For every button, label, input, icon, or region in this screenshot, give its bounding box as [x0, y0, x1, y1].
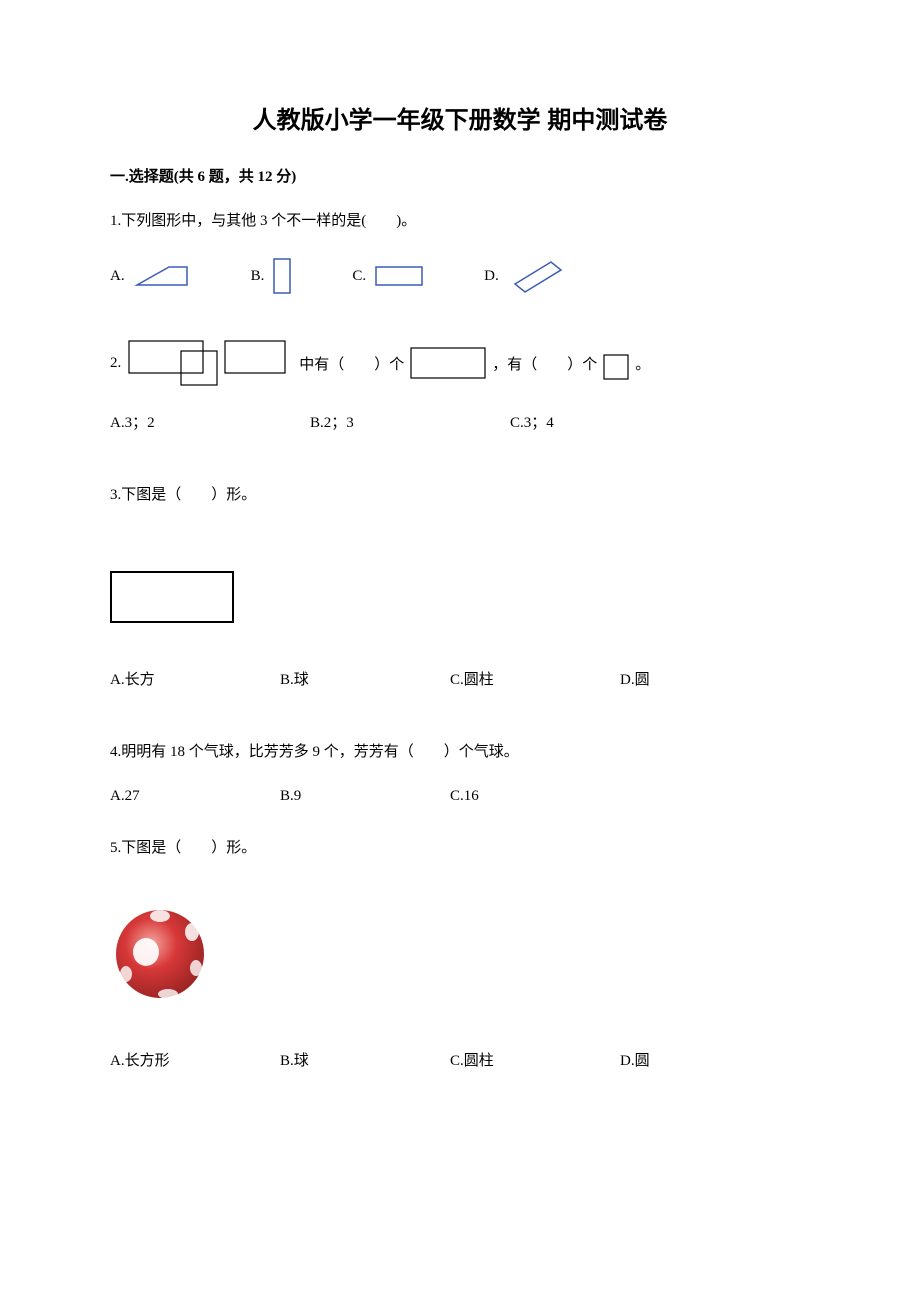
ball-figure [110, 904, 210, 1004]
q4-options: A.27 B.9 C.16 [110, 788, 810, 805]
q1-option-c: C. [352, 265, 424, 287]
q2-option-b: B.2；3 [310, 411, 510, 432]
q1-b-label: B. [251, 268, 265, 285]
trapezoid-icon [133, 263, 191, 289]
q1-a-label: A. [110, 268, 125, 285]
q5-option-b: B.球 [280, 1049, 450, 1070]
tilted-rect-icon [507, 258, 567, 294]
wide-rect-icon [374, 265, 424, 287]
q1-options: A. B. C. D. [110, 257, 810, 295]
q1-option-d: D. [484, 258, 567, 294]
q1-option-b: B. [251, 257, 293, 295]
q4-option-b: B.9 [280, 788, 450, 805]
tall-rect-icon [272, 257, 292, 295]
q2-option-a: A.3；2 [110, 411, 310, 432]
q3-option-a: A.长方 [110, 668, 280, 689]
q2-suffix: 。 [635, 353, 650, 374]
section-header: 一.选择题(共 6 题，共 12 分) [110, 165, 810, 186]
page-title: 人教版小学一年级下册数学 期中测试卷 [110, 100, 810, 135]
q2-mid1: 中有（ ）个 [299, 353, 404, 374]
q3-options: A.长方 B.球 C.圆柱 D.圆 [110, 668, 810, 689]
q2-option-c: C.3；4 [510, 411, 710, 432]
q4-option-a: A.27 [110, 788, 280, 805]
q3-rectangle-figure [110, 571, 234, 623]
q2-line: 2. 中有（ ）个 ，有（ ）个 。 [110, 337, 810, 389]
q5-option-a: A.长方形 [110, 1049, 280, 1070]
overlap-rects-icon [125, 337, 295, 389]
q3-option-b: B.球 [280, 668, 450, 689]
q2-options: A.3；2 B.2；3 C.3；4 [110, 411, 810, 432]
q3-option-d: D.圆 [620, 668, 790, 689]
q5-options: A.长方形 B.球 C.圆柱 D.圆 [110, 1049, 810, 1070]
q5-option-c: C.圆柱 [450, 1049, 620, 1070]
q5-text: 5.下图是（ ）形。 [110, 835, 810, 862]
q3-option-c: C.圆柱 [450, 668, 620, 689]
page: 人教版小学一年级下册数学 期中测试卷 一.选择题(共 6 题，共 12 分) 1… [0, 0, 920, 1160]
single-rect-icon [408, 345, 488, 381]
q1-d-label: D. [484, 268, 499, 285]
q3-text: 3.下图是（ ）形。 [110, 482, 810, 509]
q4-text: 4.明明有 18 个气球，比芳芳多 9 个，芳芳有（ ）个气球。 [110, 739, 810, 766]
single-square-icon [601, 345, 631, 381]
q1-option-a: A. [110, 263, 191, 289]
q2-prefix: 2. [110, 355, 121, 372]
q1-c-label: C. [352, 268, 366, 285]
q2-mid2: ，有（ ）个 [492, 353, 597, 374]
q1-text: 1.下列图形中，与其他 3 个不一样的是( )。 [110, 208, 810, 235]
q5-option-d: D.圆 [620, 1049, 790, 1070]
q4-option-c: C.16 [450, 788, 620, 805]
